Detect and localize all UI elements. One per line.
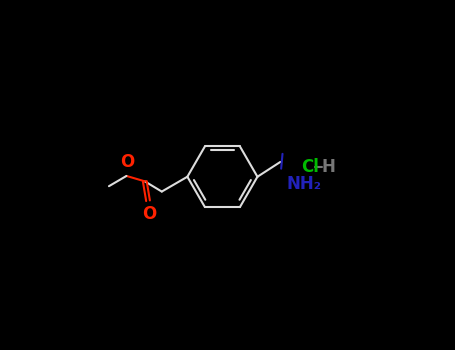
Text: NH₂: NH₂	[286, 175, 321, 193]
Text: H: H	[322, 158, 336, 176]
Text: Cl: Cl	[301, 158, 319, 176]
Text: O: O	[142, 204, 156, 223]
Text: O: O	[121, 153, 135, 171]
